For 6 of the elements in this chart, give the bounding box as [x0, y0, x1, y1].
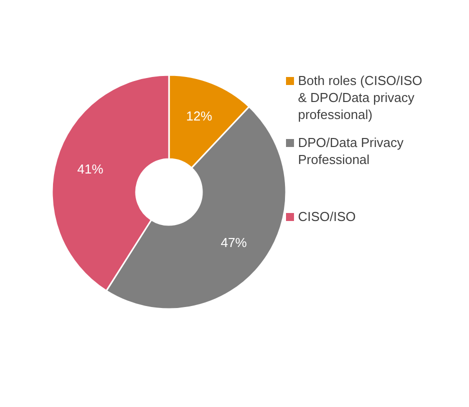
data-label: 41%: [77, 162, 104, 177]
data-label: 47%: [220, 234, 248, 250]
legend-label: Both roles (CISO/ISO & DPO/Data privacy professional): [298, 72, 424, 123]
legend-label: DPO/Data Privacy Professional: [298, 134, 404, 168]
data-label: 12%: [186, 108, 213, 124]
legend-label: CISO/ISO: [298, 208, 357, 225]
